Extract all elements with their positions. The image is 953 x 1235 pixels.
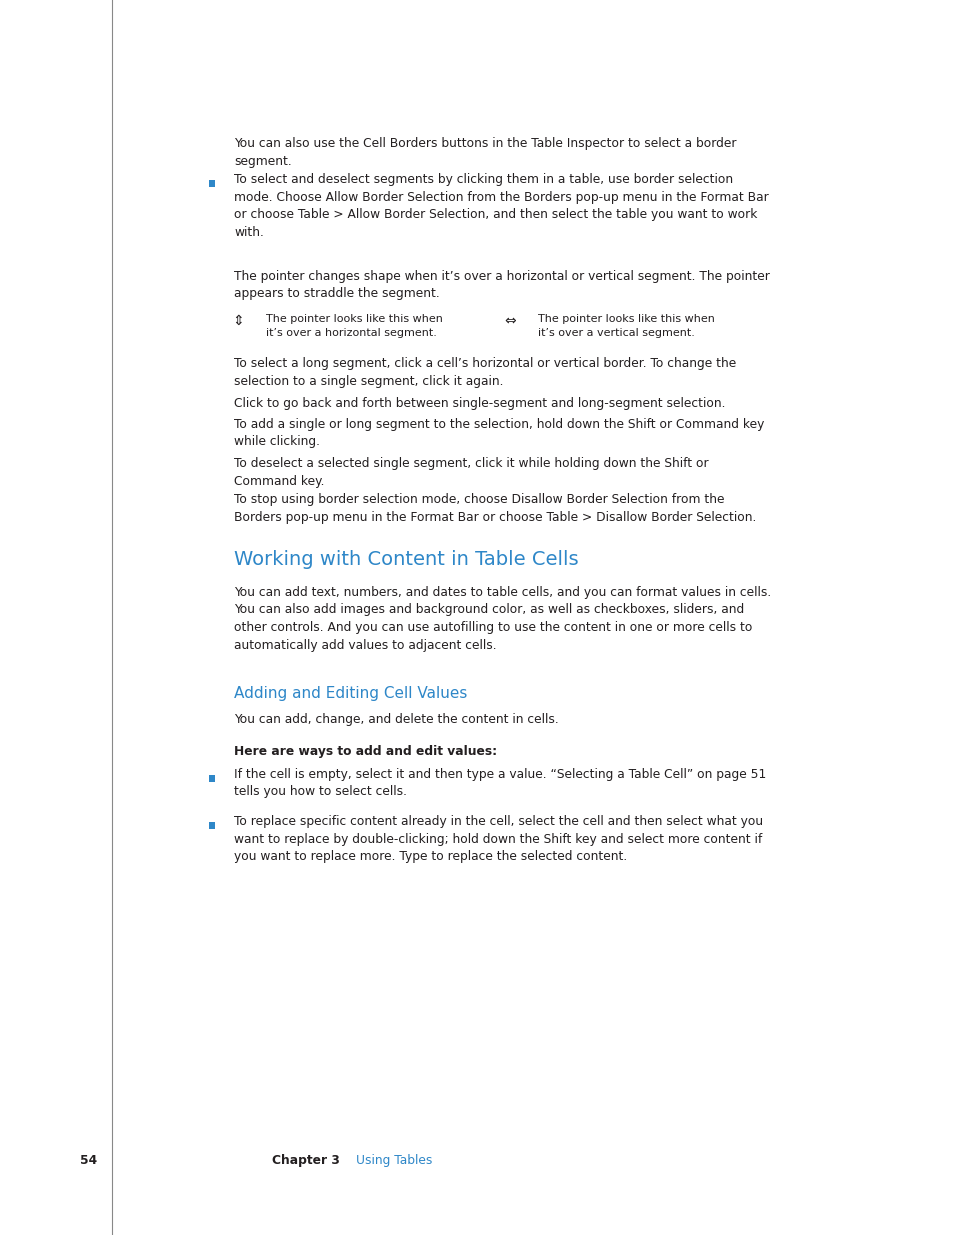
Text: To deselect a selected single segment, click it while holding down the Shift or
: To deselect a selected single segment, c… xyxy=(233,457,708,488)
Text: The pointer looks like this when
it’s over a vertical segment.: The pointer looks like this when it’s ov… xyxy=(537,314,714,337)
Text: To add a single or long segment to the selection, hold down the Shift or Command: To add a single or long segment to the s… xyxy=(233,417,763,448)
Text: To select and deselect segments by clicking them in a table, use border selectio: To select and deselect segments by click… xyxy=(233,173,768,238)
Text: The pointer changes shape when it’s over a horizontal or vertical segment. The p: The pointer changes shape when it’s over… xyxy=(233,270,769,300)
Text: You can add text, numbers, and dates to table cells, and you can format values i: You can add text, numbers, and dates to … xyxy=(233,585,770,652)
Text: Here are ways to add and edit values:: Here are ways to add and edit values: xyxy=(233,745,497,758)
Text: 54: 54 xyxy=(80,1153,97,1167)
Text: The pointer looks like this when
it’s over a horizontal segment.: The pointer looks like this when it’s ov… xyxy=(266,314,442,337)
Text: ⇔: ⇔ xyxy=(503,314,516,329)
Text: Working with Content in Table Cells: Working with Content in Table Cells xyxy=(233,550,578,569)
Text: You can also use the Cell Borders buttons in the Table Inspector to select a bor: You can also use the Cell Borders button… xyxy=(233,137,736,168)
Text: To select a long segment, click a cell’s horizontal or vertical border. To chang: To select a long segment, click a cell’s… xyxy=(233,357,736,388)
Text: If the cell is empty, select it and then type a value. “Selecting a Table Cell” : If the cell is empty, select it and then… xyxy=(233,768,765,799)
Text: Using Tables: Using Tables xyxy=(355,1153,432,1167)
FancyBboxPatch shape xyxy=(209,776,214,782)
Text: ⇕: ⇕ xyxy=(232,314,244,329)
FancyBboxPatch shape xyxy=(209,823,214,829)
Text: Chapter 3: Chapter 3 xyxy=(272,1153,339,1167)
FancyBboxPatch shape xyxy=(209,180,214,186)
Text: Adding and Editing Cell Values: Adding and Editing Cell Values xyxy=(233,685,467,701)
Text: Click to go back and forth between single-segment and long-segment selection.: Click to go back and forth between singl… xyxy=(233,396,724,410)
Text: To stop using border selection mode, choose Disallow Border Selection from the
B: To stop using border selection mode, cho… xyxy=(233,493,756,524)
Text: To replace specific content already in the cell, select the cell and then select: To replace specific content already in t… xyxy=(233,815,762,863)
Text: You can add, change, and delete the content in cells.: You can add, change, and delete the cont… xyxy=(233,713,558,726)
